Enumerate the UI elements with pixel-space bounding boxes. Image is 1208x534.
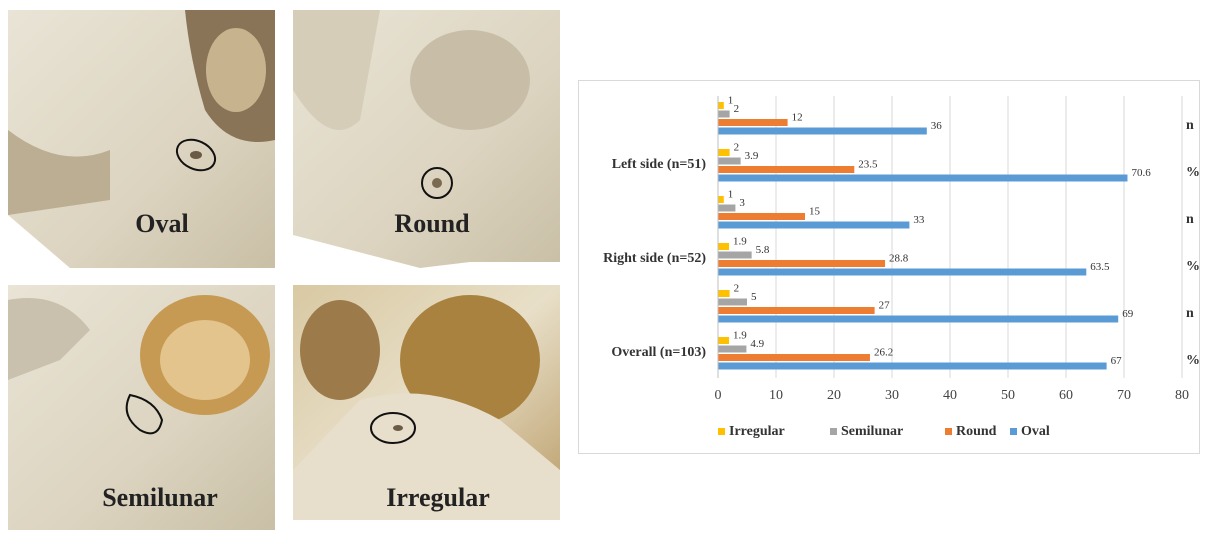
legend-swatch — [945, 428, 952, 435]
bar — [718, 354, 870, 361]
x-tick-label: 60 — [1059, 388, 1073, 403]
bar — [718, 346, 746, 353]
data-label: 4.9 — [750, 338, 764, 350]
data-label: 1 — [728, 95, 734, 107]
image-label: Semilunar — [102, 483, 218, 512]
group-label: Right side (n=52) — [603, 251, 706, 266]
data-label: 28.8 — [889, 253, 909, 265]
data-label: 23.5 — [858, 159, 878, 171]
data-label: 5.8 — [756, 244, 770, 256]
legend-label: Oval — [1021, 424, 1050, 439]
x-tick-label: 50 — [1001, 388, 1015, 403]
x-tick-label: 0 — [715, 388, 722, 403]
bar — [718, 307, 875, 314]
data-label: 3 — [739, 197, 745, 209]
data-label: 2 — [734, 103, 740, 115]
legend-label: Irregular — [729, 424, 785, 439]
bar — [718, 175, 1127, 182]
bar — [718, 316, 1118, 323]
legend-swatch — [718, 428, 725, 435]
legend-label: Semilunar — [841, 424, 903, 439]
data-label: 70.6 — [1131, 167, 1151, 179]
bar — [718, 158, 741, 165]
bar — [718, 337, 729, 344]
image-label: Oval — [135, 209, 188, 238]
data-label: 5 — [751, 291, 757, 303]
data-label: 33 — [913, 214, 925, 226]
legend-swatch — [1010, 428, 1017, 435]
category-label: % — [1186, 259, 1200, 274]
bar — [718, 111, 730, 118]
data-label: 67 — [1111, 355, 1123, 367]
x-tick-label: 20 — [827, 388, 841, 403]
bar — [718, 252, 752, 259]
x-tick-label: 10 — [769, 388, 783, 403]
data-label: 36 — [931, 120, 943, 132]
data-label: 1 — [728, 189, 734, 201]
bar — [718, 102, 724, 109]
data-label: 1.9 — [733, 236, 747, 248]
legend-swatch — [830, 428, 837, 435]
bar — [718, 243, 729, 250]
bar — [718, 149, 730, 156]
data-label: 1.9 — [733, 330, 747, 342]
bar — [718, 290, 730, 297]
data-label: 2 — [734, 283, 740, 295]
bar — [718, 363, 1107, 370]
data-label: 69 — [1122, 308, 1134, 320]
bar — [718, 213, 805, 220]
data-label: 3.9 — [745, 150, 759, 162]
bar — [718, 269, 1086, 276]
group-label: Overall (n=103) — [611, 345, 706, 360]
data-label: 15 — [809, 206, 821, 218]
bar — [718, 222, 909, 229]
data-label: 2 — [734, 142, 740, 154]
data-label: 27 — [879, 300, 891, 312]
data-label: 26.2 — [874, 347, 893, 359]
bar — [718, 260, 885, 267]
category-label: % — [1186, 353, 1200, 368]
x-tick-label: 70 — [1117, 388, 1131, 403]
legend-label: Round — [956, 424, 997, 439]
category-label: % — [1186, 165, 1200, 180]
x-tick-label: 80 — [1175, 388, 1189, 403]
figure: Oval Round Semilunar Irregular 0 10 20 30 40… — [0, 0, 1208, 534]
bar — [718, 166, 854, 173]
category-label: n — [1186, 118, 1194, 133]
group-label: Left side (n=51) — [612, 157, 707, 172]
data-label: 12 — [792, 112, 803, 124]
data-label: 63.5 — [1090, 261, 1110, 273]
page: Oval Round Semilunar Irregular 0 10 20 30 40… — [0, 0, 1208, 534]
bar — [718, 128, 927, 135]
image-label: Irregular — [386, 483, 490, 512]
x-tick-label: 40 — [943, 388, 957, 403]
category-label: n — [1186, 306, 1194, 321]
image-label: Round — [394, 209, 470, 238]
bar — [718, 119, 788, 126]
category-label: n — [1186, 212, 1194, 227]
bar — [718, 205, 735, 212]
bar — [718, 196, 724, 203]
bar — [718, 299, 747, 306]
x-tick-label: 30 — [885, 388, 899, 403]
